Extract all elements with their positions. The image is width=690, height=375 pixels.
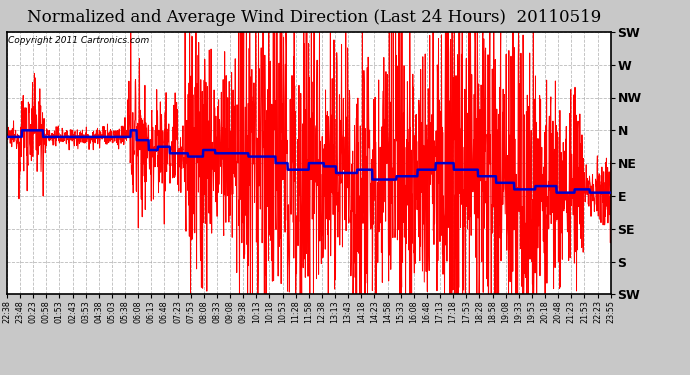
Text: Normalized and Average Wind Direction (Last 24 Hours)  20110519: Normalized and Average Wind Direction (L…: [27, 9, 601, 26]
Text: Copyright 2011 Cartronics.com: Copyright 2011 Cartronics.com: [8, 36, 149, 45]
